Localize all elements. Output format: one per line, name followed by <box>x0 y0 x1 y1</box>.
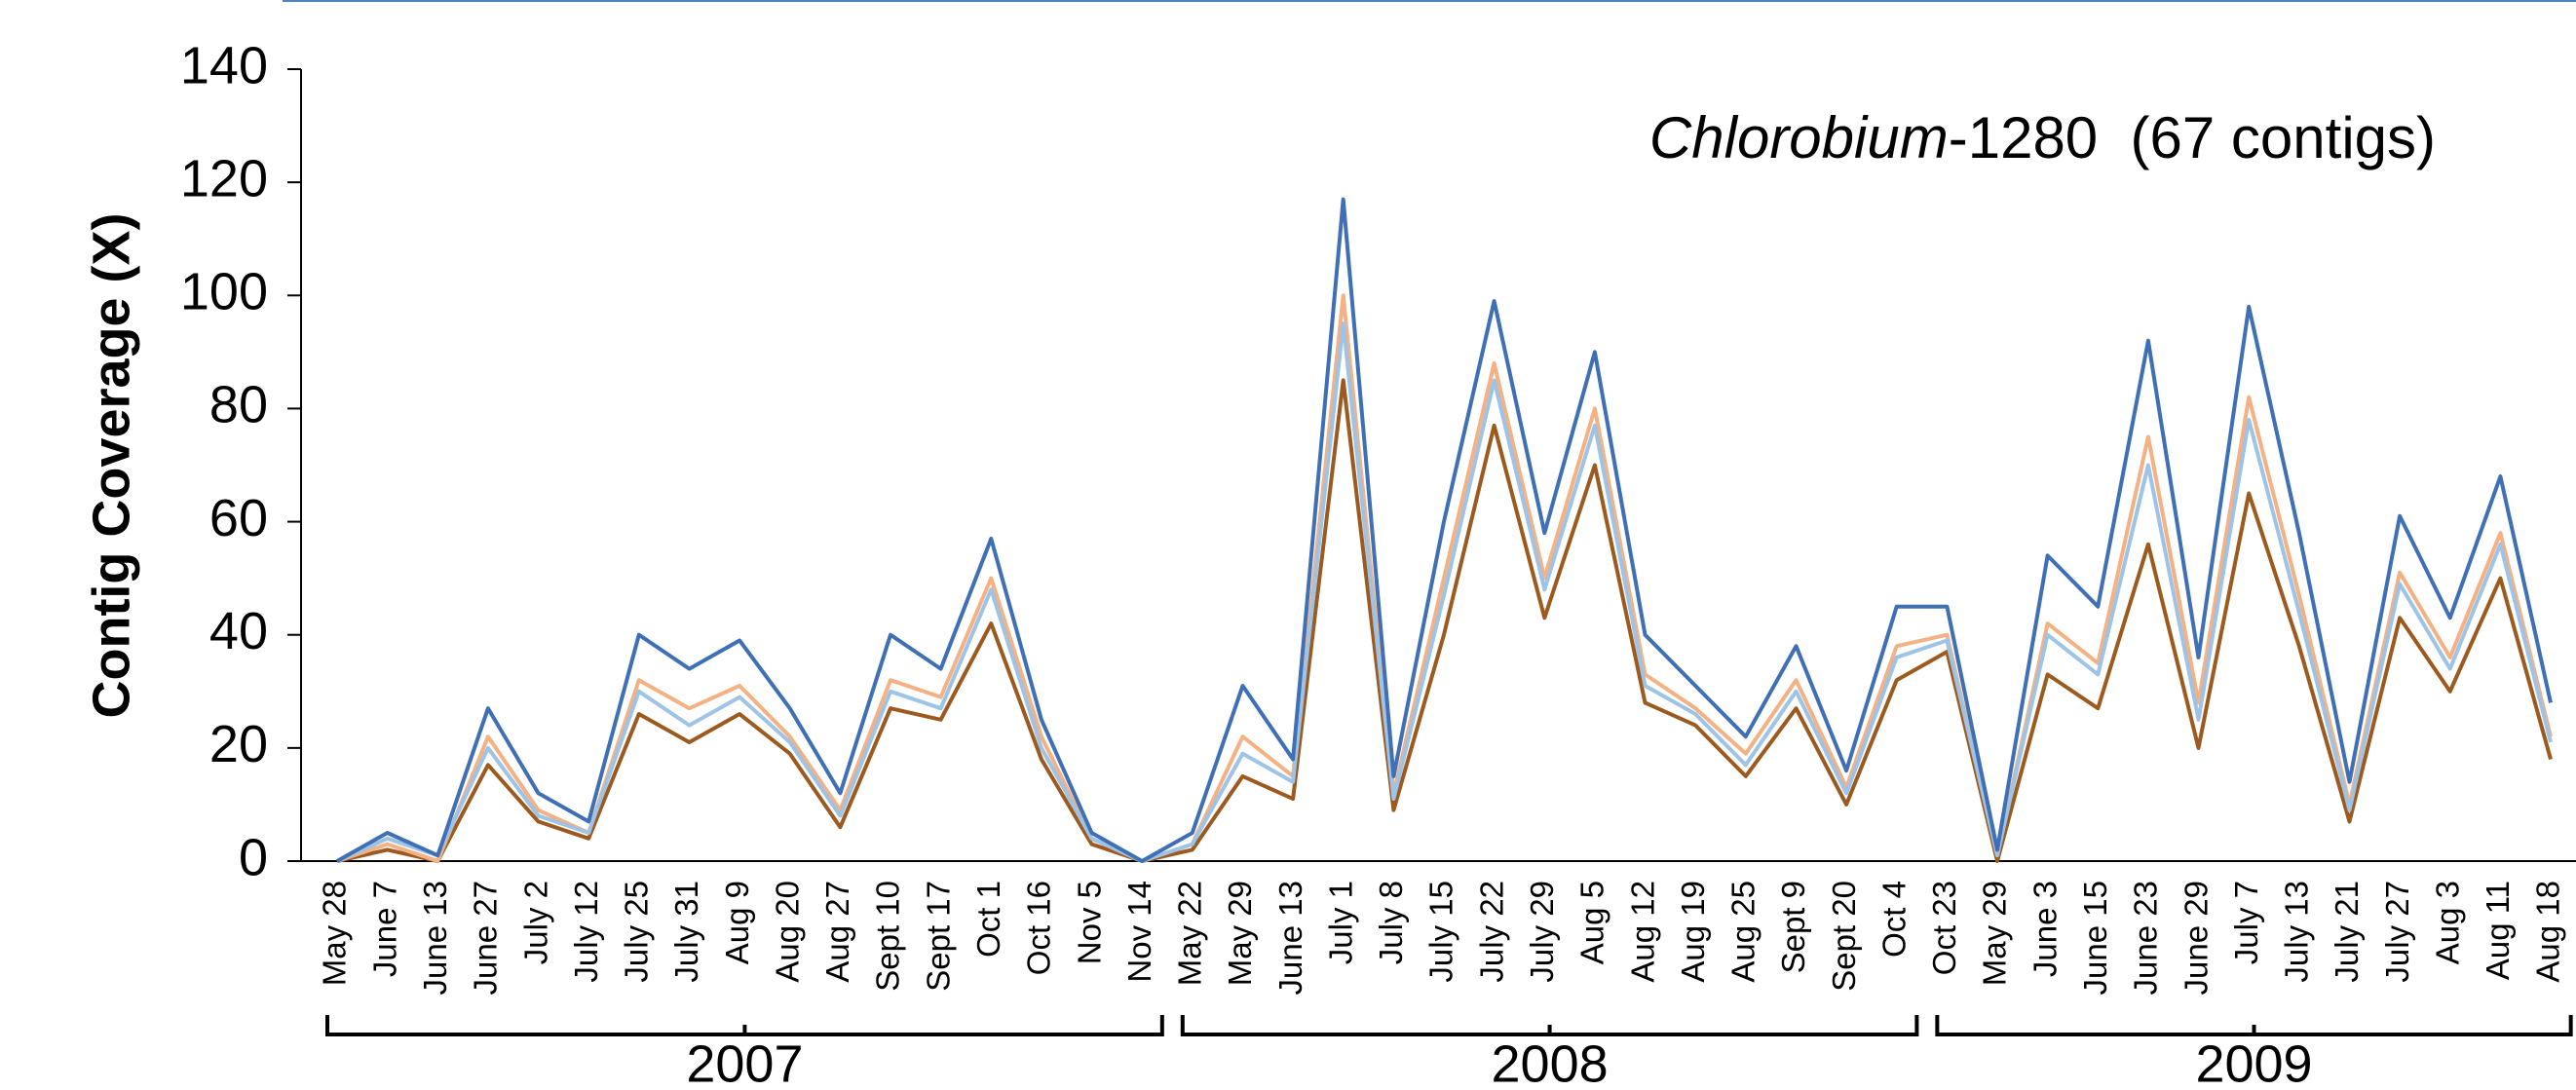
y-tick-label: 40 <box>209 602 268 660</box>
x-tick-label: Aug 5 <box>1574 881 1610 964</box>
x-tick-label: June 29 <box>2178 881 2214 995</box>
year-label: 2007 <box>686 1034 803 1090</box>
y-tick-label: 100 <box>180 263 268 321</box>
y-tick-label: 140 <box>180 36 268 94</box>
x-tick-label: Nov 14 <box>1121 881 1157 983</box>
x-tick-label: May 22 <box>1172 881 1208 986</box>
y-axis-label: Contig Coverage (X) <box>82 212 140 718</box>
x-tick-label: June 23 <box>2128 881 2164 995</box>
x-tick-label: June 27 <box>468 881 504 995</box>
x-tick-label: July 21 <box>2329 881 2365 983</box>
x-tick-label: July 8 <box>1373 881 1409 964</box>
x-tick-label: Sept 17 <box>920 881 956 992</box>
y-tick-label: 80 <box>209 376 268 434</box>
x-tick-label: Oct 16 <box>1021 881 1057 975</box>
x-tick-label: July 7 <box>2228 881 2264 964</box>
y-tick-label: 0 <box>239 828 268 886</box>
x-tick-label: June 15 <box>2077 881 2113 995</box>
x-tick-label: Sept 20 <box>1826 881 1862 992</box>
year-label: 2008 <box>1492 1034 1609 1090</box>
x-tick-label: July 1 <box>1322 881 1358 964</box>
x-tick-label: July 27 <box>2379 881 2415 983</box>
x-tick-label: June 13 <box>1272 881 1308 995</box>
x-tick-label: Aug 19 <box>1675 881 1711 983</box>
x-tick-label: May 29 <box>1222 881 1258 986</box>
year-bracket <box>1180 1015 1919 1036</box>
x-tick-label: July 13 <box>2279 881 2315 983</box>
title-italic: Chlorobium <box>1649 105 1949 170</box>
x-tick-label: July 25 <box>619 881 655 983</box>
x-tick-label: Oct 4 <box>1875 881 1912 958</box>
y-tick-label: 20 <box>209 715 268 773</box>
x-tick-label: June 7 <box>366 881 402 977</box>
y-tick-label: 120 <box>180 149 268 207</box>
x-tick-label: Aug 12 <box>1624 881 1660 983</box>
y-tick-label: 60 <box>209 489 268 547</box>
x-tick-label: Oct 1 <box>970 881 1006 958</box>
x-tick-label: Oct 23 <box>1926 881 1962 975</box>
x-tick-label: July 31 <box>668 881 704 983</box>
x-tick-label: July 29 <box>1524 881 1560 983</box>
year-bracket <box>325 1015 1164 1036</box>
chart-title: Chlorobium-1280 (67 contigs) <box>1649 105 2436 170</box>
series-line <box>336 378 2553 863</box>
x-tick-label: July 15 <box>1423 881 1459 983</box>
title-rest: -1280 (67 contigs) <box>1949 105 2436 170</box>
x-tick-label: Aug 3 <box>2429 881 2465 964</box>
year-bracket <box>1935 1015 2573 1036</box>
x-tick-label: May 28 <box>317 881 353 986</box>
x-tick-label: Sept 10 <box>870 881 906 992</box>
x-tick-label: Aug 11 <box>2480 881 2516 980</box>
x-tick-label: Aug 27 <box>819 881 855 983</box>
x-tick-label: Aug 20 <box>769 881 805 983</box>
x-tick-label: Aug 25 <box>1725 881 1762 983</box>
x-tick-label: May 29 <box>1977 881 2013 986</box>
series-line <box>336 321 2553 863</box>
x-tick-label: June 13 <box>417 881 453 995</box>
year-label: 2009 <box>2195 1034 2312 1090</box>
series-line <box>336 197 2553 863</box>
x-tick-label: Sept 9 <box>1775 881 1811 973</box>
x-tick-label: Aug 9 <box>719 881 755 964</box>
x-tick-label: Nov 5 <box>1071 881 1107 964</box>
x-tick-label: July 2 <box>517 881 553 964</box>
x-tick-label: Aug 18 <box>2530 881 2566 983</box>
series-line <box>336 293 2553 863</box>
x-tick-label: July 12 <box>568 881 604 983</box>
x-tick-label: June 3 <box>2027 881 2063 977</box>
x-tick-label: July 22 <box>1473 881 1509 983</box>
